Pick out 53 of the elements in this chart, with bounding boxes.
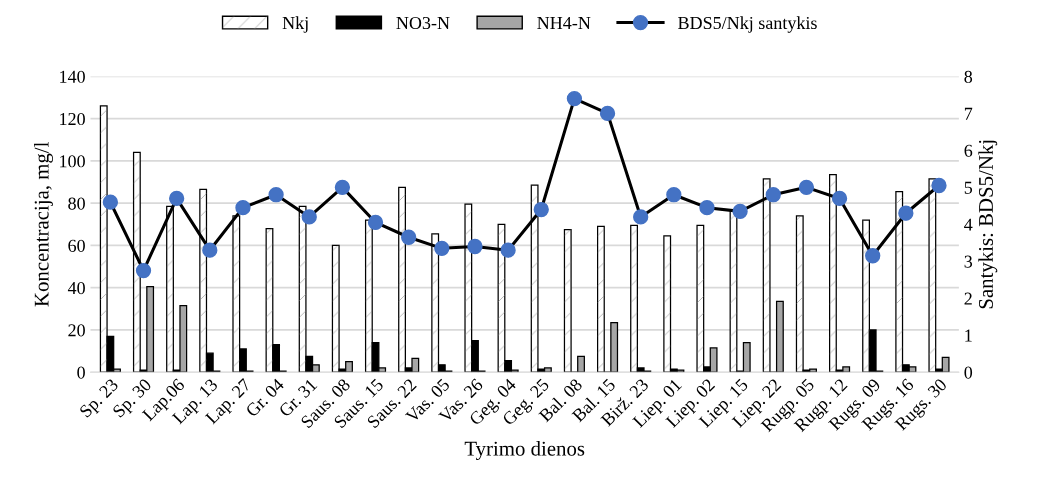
y-tick-label: 140: [60, 70, 85, 83]
y2-tick-label: 5: [964, 181, 973, 194]
legend-label: BDS5/Nkj santykis: [678, 16, 817, 33]
point: [732, 203, 748, 220]
point: [301, 209, 317, 225]
legend-label: NO3-N: [396, 16, 450, 30]
y-tick-label: 40: [67, 281, 85, 295]
point: [898, 205, 914, 221]
y2-tick-label: 6: [964, 144, 973, 157]
point: [268, 187, 284, 203]
point: [765, 187, 781, 203]
bar: [610, 321, 619, 373]
point: [434, 240, 450, 256]
y-tick-label: 80: [68, 197, 85, 210]
point: [533, 201, 549, 218]
y2-tick-label: 2: [964, 292, 972, 305]
legend-label: Nkj: [282, 16, 308, 33]
y2-tick-label: 8: [964, 70, 973, 83]
legend-label: NH4-N: [537, 17, 591, 29]
point: [235, 200, 251, 216]
bar: [775, 300, 784, 373]
y-tick-label: 100: [60, 155, 85, 168]
point: [566, 90, 583, 107]
point: [798, 179, 815, 195]
point: [666, 187, 682, 203]
point: [599, 105, 616, 122]
point: [500, 242, 516, 258]
y-tick-label: 120: [60, 112, 85, 126]
point: [334, 179, 351, 195]
y2-tick-label: 0: [964, 366, 973, 379]
y-axis-title: Koncentracija, mg/l: [34, 142, 53, 307]
point: [831, 190, 848, 207]
point: [865, 248, 881, 264]
point: [202, 242, 218, 258]
y2-axis-title: Santykis: BDS5/Nkj: [978, 140, 998, 309]
y-tick-label: 0: [77, 366, 85, 379]
y2-tick-label: 1: [965, 329, 972, 342]
point: [467, 238, 483, 255]
point: [367, 214, 384, 231]
point: [931, 177, 947, 194]
y-tick-label: 20: [68, 324, 85, 337]
point: [135, 262, 152, 279]
point: [633, 209, 649, 225]
point: [401, 229, 417, 245]
point: [699, 200, 715, 216]
point: [102, 194, 119, 210]
y2-tick-label: 7: [964, 107, 973, 120]
point: [169, 190, 185, 207]
bar: [577, 355, 585, 373]
y2-tick-label: 4: [964, 218, 973, 231]
y2-tick-label: 3: [964, 255, 973, 268]
y-tick-label: 60: [68, 239, 85, 252]
x-axis-title: Tyrimo dienos: [464, 441, 585, 460]
